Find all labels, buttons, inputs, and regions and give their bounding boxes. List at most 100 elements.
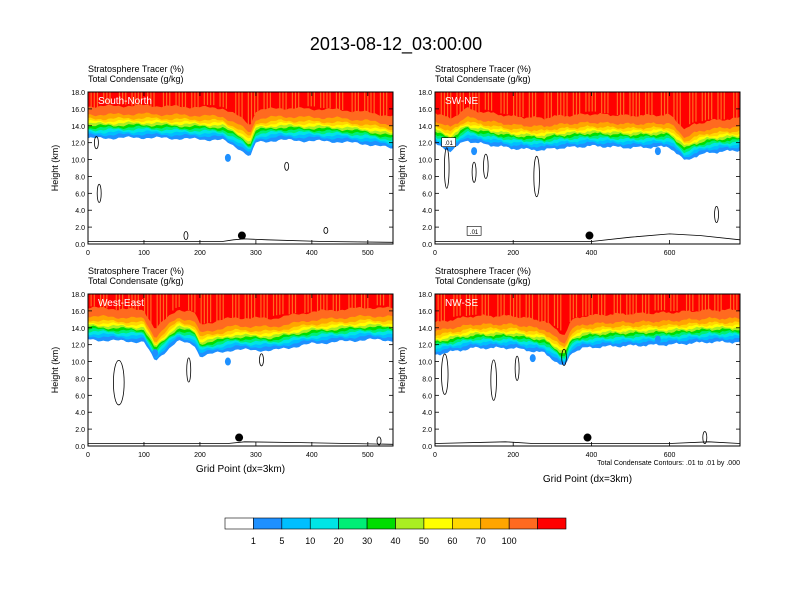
- y-tick-label: 6.0: [422, 191, 432, 198]
- x-tick-label: 600: [664, 452, 676, 459]
- x-tick-label: 300: [250, 452, 262, 459]
- y-tick-label: 16.0: [418, 309, 432, 316]
- colorbar-label: 100: [502, 536, 517, 546]
- x-tick-label: 400: [306, 250, 318, 257]
- y-axis-label: Height (km): [397, 347, 407, 394]
- colorbar-swatch: [281, 517, 311, 530]
- x-tick-label: 500: [362, 452, 374, 459]
- terrain-line: [88, 441, 393, 445]
- y-tick-label: 6.0: [75, 191, 85, 198]
- condensate-contour: [702, 431, 708, 445]
- y-tick-label: 2.0: [422, 225, 432, 232]
- y-tick-label: 14.0: [418, 326, 432, 333]
- contour-band-11: [88, 294, 393, 329]
- panel-title-condensate: Total Condensate (g/kg): [435, 74, 531, 84]
- plot-frame: [87, 293, 394, 447]
- x-tick-label: 400: [586, 250, 598, 257]
- colorbar-swatch: [423, 517, 453, 530]
- x-tick-label: 0: [86, 250, 90, 257]
- y-tick-label: 2.0: [422, 427, 432, 434]
- y-tick-label: 0.0: [75, 242, 85, 249]
- y-tick-label: 10.0: [418, 158, 432, 165]
- x-tick-label: 300: [250, 250, 262, 257]
- y-tick-label: 8.0: [422, 376, 432, 383]
- tracer-patch: [152, 349, 159, 358]
- condensate-contour: [284, 161, 290, 171]
- colorbar-swatch: [395, 517, 425, 530]
- tracer-patch: [471, 147, 478, 156]
- panel-title-condensate: Total Condensate (g/kg): [88, 74, 184, 84]
- y-tick-label: 4.0: [75, 410, 85, 417]
- y-tick-label: 10.0: [418, 360, 432, 367]
- x-tick-label: 400: [586, 452, 598, 459]
- y-tick-label: 14.0: [71, 124, 85, 131]
- condensate-contour: [186, 357, 192, 383]
- colorbar-swatch: [366, 517, 396, 530]
- x-tick-label: 200: [507, 452, 519, 459]
- y-tick-label: 2.0: [75, 225, 85, 232]
- y-tick-label: 6.0: [75, 393, 85, 400]
- y-tick-label: 14.0: [418, 124, 432, 131]
- y-tick-label: 0.0: [422, 242, 432, 249]
- tracer-patch: [654, 147, 661, 156]
- panel-title-tracer: Stratosphere Tracer (%): [435, 64, 531, 74]
- x-tick-label: 200: [194, 250, 206, 257]
- panel-label: West-East: [98, 298, 144, 309]
- terrain-line: [435, 441, 740, 444]
- panels-group: Stratosphere Tracer (%)Total Condensate …: [50, 64, 741, 485]
- panel-west-east: Stratosphere Tracer (%)Total Condensate …: [50, 266, 394, 475]
- x-tick-label: 500: [362, 250, 374, 257]
- location-marker: [583, 433, 592, 442]
- condensate-contour: [471, 161, 477, 183]
- condensate-contour: [483, 153, 489, 179]
- contour-fill: [88, 92, 393, 244]
- y-tick-label: 12.0: [71, 141, 85, 148]
- y-axis-label: Height (km): [50, 347, 60, 394]
- colorbar-swatch: [537, 517, 567, 530]
- y-tick-label: 12.0: [418, 343, 432, 350]
- x-tick-label: 200: [507, 250, 519, 257]
- colorbar-swatch: [480, 517, 510, 530]
- contour-label: .01: [445, 141, 454, 147]
- colorbar-label: 70: [476, 536, 486, 546]
- y-tick-label: 8.0: [422, 174, 432, 181]
- x-tick-label: 0: [433, 452, 437, 459]
- y-axis-label: Height (km): [397, 145, 407, 192]
- condensate-contour: [259, 353, 264, 367]
- plot-frame: [434, 91, 741, 245]
- contour-band-11: [435, 92, 740, 130]
- location-marker: [237, 231, 246, 240]
- colorbar: 1 5 10 20 30 40 50 60 70 100: [224, 517, 567, 546]
- panel-label: South-North: [98, 96, 152, 107]
- condensate-contour: [323, 227, 329, 234]
- panel-title-tracer: Stratosphere Tracer (%): [435, 266, 531, 276]
- colorbar-label: 10: [305, 536, 315, 546]
- colorbar-label: 20: [334, 536, 344, 546]
- colorbar-label: 50: [419, 536, 429, 546]
- contour-note: Total Condensate Contours: .01 to .01 by…: [597, 460, 740, 467]
- x-tick-label: 0: [86, 452, 90, 459]
- condensate-contour: [533, 155, 540, 198]
- condensate-contour: [714, 205, 719, 223]
- y-tick-label: 0.0: [422, 444, 432, 451]
- y-tick-label: 4.0: [422, 208, 432, 215]
- x-tick-label: 200: [194, 452, 206, 459]
- colorbar-swatch: [452, 517, 482, 530]
- y-tick-label: 2.0: [75, 427, 85, 434]
- x-tick-label: 400: [306, 452, 318, 459]
- contour-label-box: [441, 137, 456, 147]
- condensate-contour: [376, 436, 382, 446]
- tracer-patch: [529, 354, 536, 363]
- colorbar-label: 30: [362, 536, 372, 546]
- colorbar-swatch: [338, 517, 368, 530]
- panel-title-tracer: Stratosphere Tracer (%): [88, 64, 184, 74]
- colorbar-swatch: [309, 517, 339, 530]
- colorbar-label: 1: [251, 536, 256, 546]
- condensate-contour: [441, 353, 449, 395]
- panel-title-tracer: Stratosphere Tracer (%): [88, 266, 184, 276]
- y-tick-label: 12.0: [71, 343, 85, 350]
- condensate-contour: [93, 136, 99, 150]
- tracer-patch: [654, 335, 661, 344]
- y-tick-label: 8.0: [75, 174, 85, 181]
